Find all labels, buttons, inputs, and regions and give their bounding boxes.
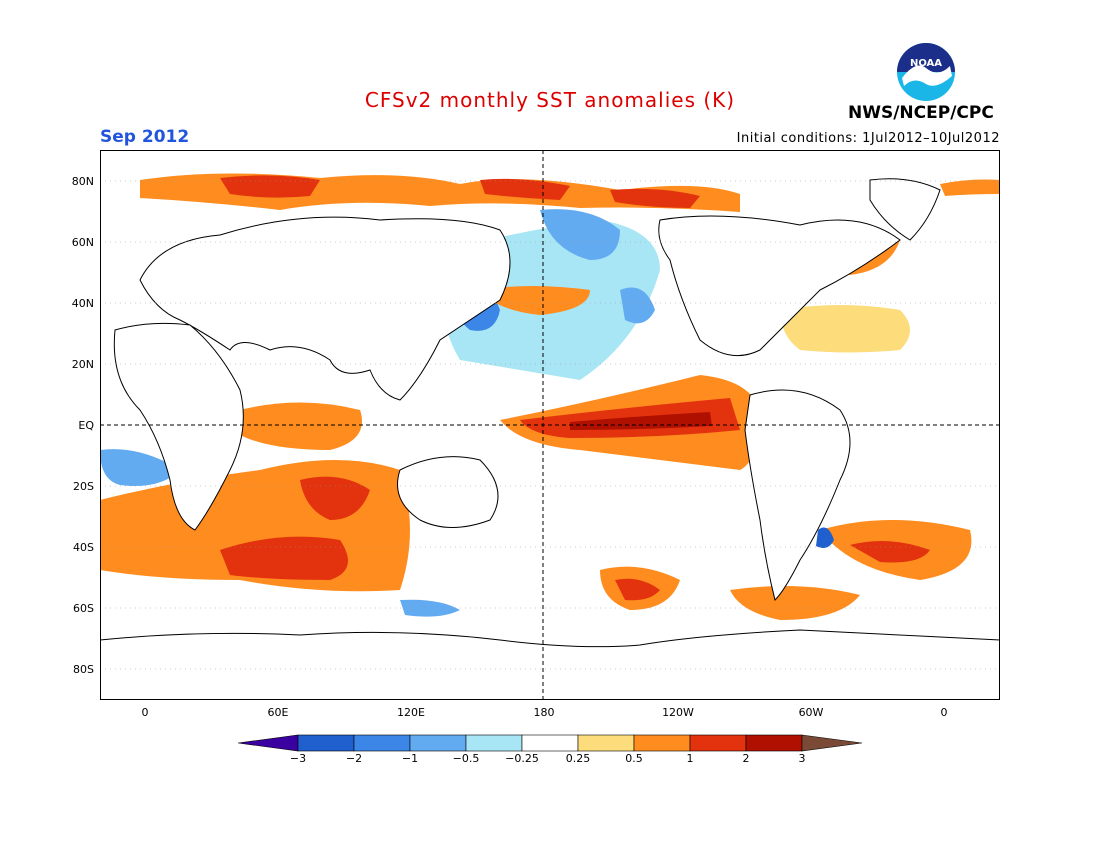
colorbar-swatch <box>409 734 467 752</box>
indian-ocean-warm-region <box>240 402 362 450</box>
south-america-landmass <box>744 389 851 601</box>
lat-label-60n: 60N <box>71 236 94 249</box>
lat-label-40s: 40S <box>73 541 94 554</box>
greenland-landmass <box>869 178 941 241</box>
colorbar-swatch <box>297 734 355 752</box>
lon-label-0-east: 0 <box>940 706 948 719</box>
colorbar-label: 3 <box>798 752 806 765</box>
southern-indian-warm-core <box>220 536 348 580</box>
map-title: CFSv2 monthly SST anomalies (K) <box>364 88 736 112</box>
colorbar-label: −1 <box>401 752 419 765</box>
lon-label-60w: 60W <box>798 706 824 719</box>
lon-label-120e: 120E <box>397 706 425 719</box>
colorbar-label: 0.25 <box>565 752 591 765</box>
initial-conditions: Initial conditions: 1Jul2012–10Jul2012 <box>736 131 1000 146</box>
map-frame <box>100 150 1000 700</box>
south-pacific-warm-region <box>730 586 860 620</box>
colorbar-label: 0.5 <box>625 752 643 765</box>
agency-label: NWS/NCEP/CPC <box>848 103 994 123</box>
noaa-logo: NOAA <box>897 43 955 101</box>
australia-landmass <box>397 456 499 528</box>
colorbar <box>238 734 863 752</box>
colorbar-label: −0.25 <box>505 752 539 765</box>
noaa-logo-text: NOAA <box>910 58 942 69</box>
forecast-month: Sep 2012 <box>100 127 190 147</box>
colorbar-high-triangle <box>801 734 863 752</box>
south-atlantic-cool-region <box>816 527 834 548</box>
arctic-core-region <box>610 188 700 208</box>
north-pacific-cool-core <box>540 209 620 260</box>
colorbar-swatch <box>521 734 579 752</box>
sst-anomaly-map <box>100 150 1000 700</box>
colorbar-label: −3 <box>289 752 307 765</box>
lon-label-0: 0 <box>141 706 149 719</box>
colorbar-low-triangle <box>238 734 299 752</box>
north-pacific-cool-core <box>620 287 655 324</box>
north-america-landmass <box>658 215 901 357</box>
north-atlantic-warm-region <box>780 305 910 353</box>
colorbar-swatch <box>745 734 803 752</box>
colorbar-swatch <box>465 734 523 752</box>
southern-indian-warm-core <box>300 476 370 520</box>
arctic-core-region <box>220 175 320 198</box>
southern-ocean-cool-region <box>100 449 180 486</box>
antarctica-landmass <box>100 629 1000 700</box>
colorbar-label: −0.5 <box>452 752 480 765</box>
south-atlantic-warm-core <box>850 541 930 563</box>
lon-label-60e: 60E <box>267 706 289 719</box>
lat-label-20n: 20N <box>71 358 94 371</box>
colorbar-label: −2 <box>345 752 363 765</box>
eurasia-landmass <box>139 216 511 401</box>
lon-label-120w: 120W <box>662 706 694 719</box>
colorbar-swatch <box>577 734 635 752</box>
colorbar-label: 1 <box>686 752 694 765</box>
arctic-warm-region <box>940 179 1000 196</box>
lat-label-40n: 40N <box>71 297 94 310</box>
south-pacific-warm-core <box>615 578 660 601</box>
anomaly-layer <box>100 173 1000 620</box>
colorbar-swatch <box>353 734 411 752</box>
africa-landmass <box>113 322 244 531</box>
north-pacific-warm-region <box>480 286 590 315</box>
lat-label-20s: 20S <box>73 480 94 493</box>
colorbar-swatch <box>633 734 691 752</box>
lat-label-eq: EQ <box>78 419 94 432</box>
lon-label-180: 180 <box>533 706 555 719</box>
colorbar-label: 2 <box>742 752 750 765</box>
lat-label-60s: 60S <box>73 602 94 615</box>
lat-label-80n: 80N <box>71 175 94 188</box>
lat-label-80s: 80S <box>73 663 94 676</box>
colorbar-swatch <box>689 734 747 752</box>
arctic-core-region <box>480 178 570 200</box>
graticule <box>100 180 1000 670</box>
land-layer <box>100 178 1000 700</box>
